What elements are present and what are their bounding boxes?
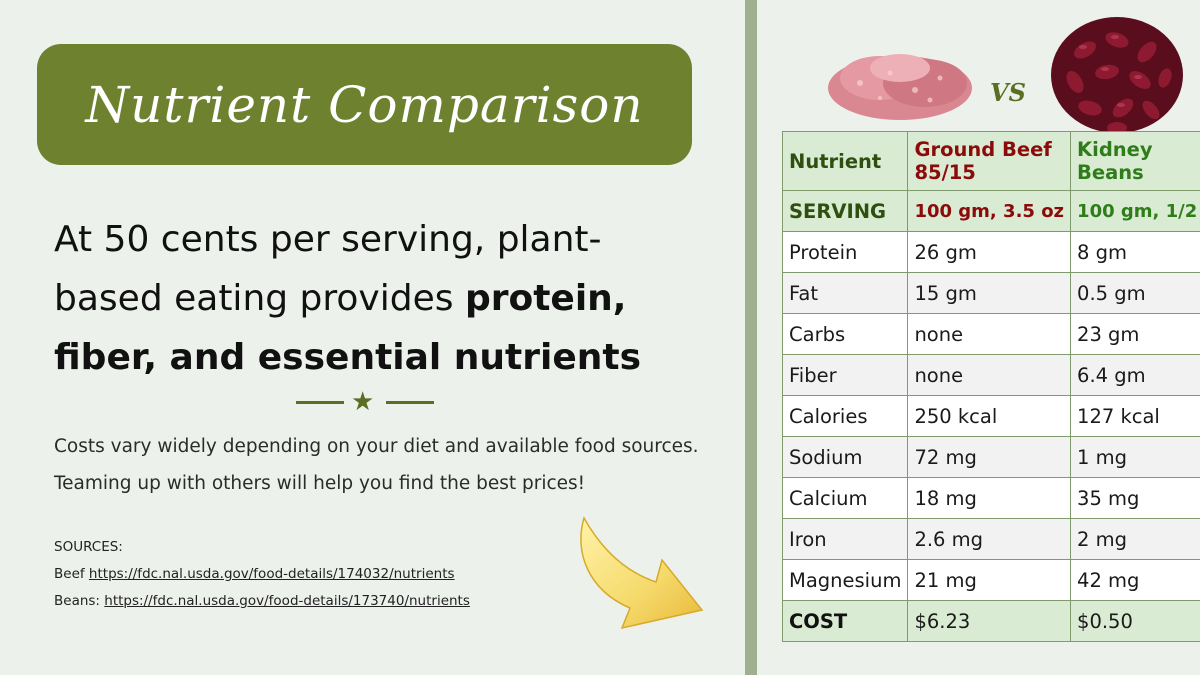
nutrient-name: Calories	[781, 395, 909, 437]
headline-bold: protein, fiber, and essential nutrients	[54, 278, 642, 378]
table-header-row: Nutrient Ground Beef 85/15 Kidney Beans	[781, 131, 1200, 191]
table-row: Magnesium 21 mg 42 mg	[781, 559, 1200, 601]
nutrient-name: Sodium	[781, 436, 909, 478]
table-row: Fat 15 gm 0.5 gm	[781, 272, 1200, 314]
beef-value: 72 mg	[907, 436, 1072, 478]
beans-value: 42 mg	[1070, 559, 1200, 601]
vs-label: VS	[990, 78, 1026, 107]
beans-value: 35 mg	[1070, 477, 1200, 519]
ground-beef-image	[828, 54, 972, 120]
body-line-2: Teaming up with others will help you fin…	[54, 473, 586, 494]
source-beans-link[interactable]: https://fdc.nal.usda.gov/food-details/17…	[104, 593, 470, 609]
source-beef-prefix: Beef	[54, 566, 89, 582]
header-beef: Ground Beef 85/15	[907, 131, 1072, 191]
body-line-1: Costs vary widely depending on your diet…	[54, 436, 699, 457]
beef-value: none	[907, 354, 1072, 396]
title-banner: Nutrient Comparison	[37, 44, 692, 165]
body-text: Costs vary widely depending on your diet…	[54, 428, 734, 502]
page-title: Nutrient Comparison	[85, 75, 644, 134]
beef-value: 250 kcal	[907, 395, 1072, 437]
cost-beans: $0.50	[1070, 600, 1200, 642]
cost-row: COST $6.23 $0.50	[781, 600, 1200, 642]
serving-label: SERVING	[781, 190, 909, 232]
nutrient-table: Nutrient Ground Beef 85/15 Kidney Beans …	[781, 131, 1200, 642]
beef-value: 21 mg	[907, 559, 1072, 601]
table-row: Calories 250 kcal 127 kcal	[781, 395, 1200, 437]
nutrient-name: Iron	[781, 518, 909, 560]
table-row: Calcium 18 mg 35 mg	[781, 477, 1200, 519]
table-row: Sodium 72 mg 1 mg	[781, 436, 1200, 478]
serving-row: SERVING 100 gm, 3.5 oz 100 gm, 1/2 C	[781, 190, 1200, 232]
divider-line-left	[296, 401, 344, 404]
beef-value: none	[907, 313, 1072, 355]
table-row: Protein 26 gm 8 gm	[781, 231, 1200, 273]
headline: At 50 cents per serving, plant-based eat…	[54, 210, 704, 387]
cost-beef: $6.23	[907, 600, 1072, 642]
beef-value: 26 gm	[907, 231, 1072, 273]
headline-plain: At 50 cents per serving, plant-based eat…	[54, 219, 602, 319]
table-row: Carbs none 23 gm	[781, 313, 1200, 355]
beans-value: 6.4 gm	[1070, 354, 1200, 396]
beans-value: 127 kcal	[1070, 395, 1200, 437]
nutrient-name: Magnesium	[781, 559, 909, 601]
serving-beef: 100 gm, 3.5 oz	[907, 190, 1072, 232]
serving-beans: 100 gm, 1/2 C	[1070, 190, 1200, 232]
table-row: Iron 2.6 mg 2 mg	[781, 518, 1200, 560]
vertical-separator	[745, 0, 757, 675]
nutrient-name: Calcium	[781, 477, 909, 519]
beans-value: 2 mg	[1070, 518, 1200, 560]
sources: SOURCES: Beef https://fdc.nal.usda.gov/f…	[54, 534, 470, 615]
left-panel: Nutrient Comparison At 50 cents per serv…	[37, 44, 734, 630]
source-beans: Beans: https://fdc.nal.usda.gov/food-det…	[54, 588, 470, 615]
star-icon: ★	[351, 387, 375, 417]
cost-label: COST	[781, 600, 909, 642]
source-beans-prefix: Beans:	[54, 593, 105, 609]
nutrient-name: Fat	[781, 272, 909, 314]
nutrient-name: Carbs	[781, 313, 909, 355]
nutrient-name: Protein	[781, 231, 909, 273]
table-row: Fiber none 6.4 gm	[781, 354, 1200, 396]
sources-heading: SOURCES:	[54, 539, 123, 555]
beef-value: 15 gm	[907, 272, 1072, 314]
beef-value: 18 mg	[907, 477, 1072, 519]
source-beef-link[interactable]: https://fdc.nal.usda.gov/food-details/17…	[88, 566, 455, 582]
beans-value: 1 mg	[1070, 436, 1200, 478]
beans-value: 0.5 gm	[1070, 272, 1200, 314]
beef-value: 2.6 mg	[907, 518, 1072, 560]
source-beef: Beef https://fdc.nal.usda.gov/food-detai…	[54, 561, 470, 588]
header-nutrient: Nutrient	[781, 131, 909, 191]
nutrient-name: Fiber	[781, 354, 909, 396]
beans-value: 23 gm	[1070, 313, 1200, 355]
curved-arrow-icon	[580, 516, 704, 630]
kidney-beans-image	[1051, 17, 1183, 134]
star-divider: ★	[296, 387, 436, 417]
beans-value: 8 gm	[1070, 231, 1200, 273]
header-beans: Kidney Beans	[1070, 131, 1200, 191]
divider-line-right	[386, 401, 434, 404]
